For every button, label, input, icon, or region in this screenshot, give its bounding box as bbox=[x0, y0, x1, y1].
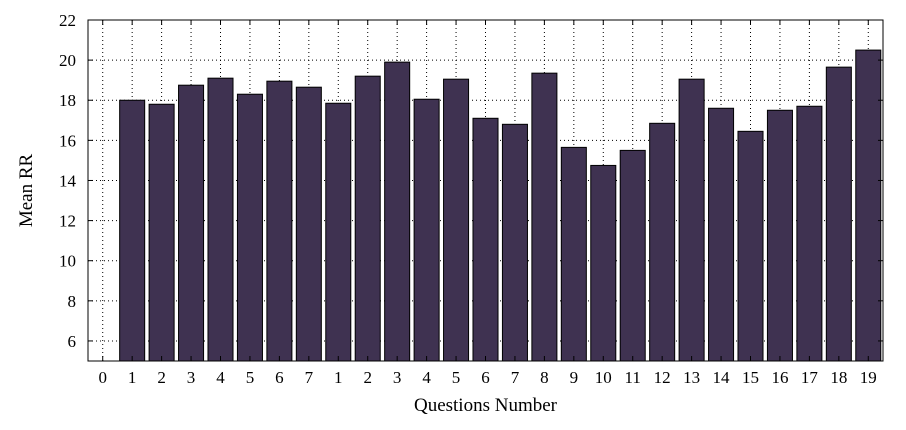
x-tick-label: 9 bbox=[570, 368, 579, 387]
x-tick-label: 0 bbox=[98, 368, 107, 387]
x-tick-label: 8 bbox=[540, 368, 549, 387]
bar bbox=[649, 122, 676, 362]
bar bbox=[590, 164, 617, 362]
y-axis-label: Mean RR bbox=[16, 153, 37, 227]
bar bbox=[825, 66, 852, 362]
y-tick-label: 6 bbox=[68, 332, 77, 351]
bar bbox=[354, 75, 381, 362]
x-tick-label: 3 bbox=[187, 368, 196, 387]
x-tick-label: 13 bbox=[683, 368, 700, 387]
x-tick-label: 5 bbox=[246, 368, 255, 387]
x-tick-label: 11 bbox=[625, 368, 641, 387]
x-tick-label: 6 bbox=[481, 368, 490, 387]
x-tick-label: 5 bbox=[452, 368, 461, 387]
x-tick-label: 19 bbox=[860, 368, 877, 387]
bar bbox=[501, 123, 528, 362]
bar bbox=[119, 99, 146, 362]
bar bbox=[560, 146, 587, 362]
x-tick-label: 14 bbox=[713, 368, 731, 387]
x-tick-label: 4 bbox=[216, 368, 225, 387]
y-tick-label: 18 bbox=[59, 91, 76, 110]
y-tick-label: 8 bbox=[68, 292, 77, 311]
x-tick-label: 2 bbox=[157, 368, 166, 387]
y-tick-label: 16 bbox=[59, 131, 76, 150]
bar bbox=[325, 102, 352, 362]
bar bbox=[678, 78, 705, 362]
bar bbox=[708, 107, 735, 362]
bar bbox=[737, 130, 764, 362]
bar bbox=[178, 84, 205, 362]
bar bbox=[236, 93, 263, 362]
bar bbox=[384, 61, 411, 362]
y-tick-label: 12 bbox=[59, 212, 76, 231]
x-tick-label: 18 bbox=[830, 368, 847, 387]
y-tick-label: 22 bbox=[59, 11, 76, 30]
x-tick-label: 12 bbox=[654, 368, 671, 387]
bar bbox=[619, 149, 646, 362]
x-tick-label: 15 bbox=[742, 368, 759, 387]
bar bbox=[295, 86, 322, 362]
x-tick-label: 16 bbox=[771, 368, 788, 387]
bar bbox=[266, 80, 293, 362]
x-axis-label: Questions Number bbox=[414, 395, 558, 416]
bar bbox=[796, 105, 823, 362]
ticks bbox=[88, 19, 883, 361]
bar bbox=[148, 103, 175, 362]
x-tick-label: 1 bbox=[334, 368, 343, 387]
x-tick-label: 7 bbox=[511, 368, 520, 387]
bar bbox=[531, 72, 558, 362]
x-tick-label: 1 bbox=[128, 368, 137, 387]
bar bbox=[413, 98, 440, 362]
bar bbox=[855, 49, 882, 362]
x-tick-label: 4 bbox=[422, 368, 431, 387]
y-tick-labels: 6 8 10 12 14 16 18 20 22 bbox=[59, 11, 77, 351]
x-tick-label: 6 bbox=[275, 368, 284, 387]
bars bbox=[119, 49, 882, 362]
y-tick-label: 14 bbox=[59, 171, 77, 190]
x-tick-label: 17 bbox=[801, 368, 819, 387]
bar bbox=[766, 109, 793, 362]
bar bbox=[207, 77, 234, 362]
x-tick-label: 7 bbox=[305, 368, 314, 387]
x-tick-label: 3 bbox=[393, 368, 402, 387]
bar bbox=[443, 78, 470, 362]
bar bbox=[472, 117, 499, 362]
x-tick-label: 10 bbox=[595, 368, 612, 387]
y-tick-label: 20 bbox=[59, 51, 76, 70]
x-tick-label: 2 bbox=[363, 368, 372, 387]
x-tick-labels: 0 1 2 3 4 5 6 7 1 2 3 4 5 6 7 8 9 10 11 12 13 14 15 16 17 18 19 bbox=[98, 368, 876, 387]
y-tick-label: 10 bbox=[59, 252, 76, 271]
